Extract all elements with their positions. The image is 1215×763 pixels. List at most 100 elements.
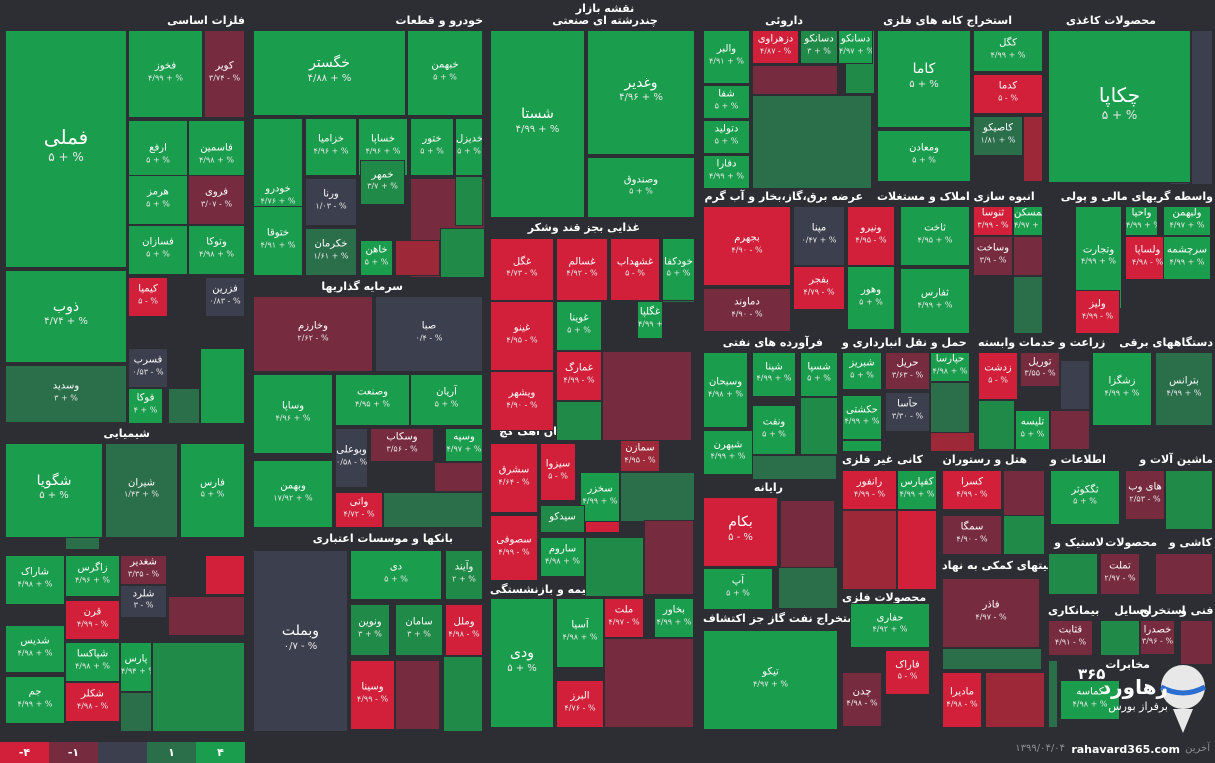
stock-tile[interactable]: وصنعت ۴/۹۵ + % bbox=[335, 374, 410, 426]
stock-tile[interactable]: ورنا ۱/۰۳ - % bbox=[305, 178, 357, 226]
stock-tile[interactable]: خدیزل ۵ + % bbox=[455, 118, 483, 176]
stock-tile[interactable]: خصدرا ۳/۹۶ - % bbox=[1140, 620, 1175, 655]
stock-tile[interactable]: مپنا ۰/۴۷ + % bbox=[793, 206, 845, 266]
stock-tile[interactable]: سمگا ۴/۹۰ - % bbox=[942, 515, 1002, 555]
filler-tile[interactable] bbox=[978, 400, 1015, 450]
stock-tile[interactable]: شلرد ۳ - % bbox=[120, 585, 167, 618]
stock-tile[interactable]: فسازان ۵ + % bbox=[128, 225, 188, 275]
stock-tile[interactable]: ویشهر ۴/۹۰ - % bbox=[490, 371, 554, 431]
stock-tile[interactable]: ختور ۵ + % bbox=[410, 118, 454, 176]
stock-tile[interactable]: وهور ۵ + % bbox=[847, 266, 895, 330]
stock-tile[interactable]: توریل ۳/۵۵ - % bbox=[1020, 352, 1060, 387]
stock-tile[interactable]: شگویا ۵ + % bbox=[5, 443, 103, 538]
filler-tile[interactable] bbox=[120, 692, 152, 732]
stock-tile[interactable]: شستا ۴/۹۹ + % bbox=[490, 30, 585, 218]
filler-tile[interactable] bbox=[1191, 30, 1213, 185]
stock-tile[interactable]: وساخت ۳/۹ - % bbox=[973, 236, 1013, 276]
stock-tile[interactable]: وسینا ۴/۹۹ - % bbox=[350, 660, 395, 730]
stock-tile[interactable]: فخوز ۴/۹۹ + % bbox=[128, 30, 203, 118]
stock-tile[interactable]: شکلر ۴/۹۸ - % bbox=[65, 682, 120, 722]
filler-tile[interactable] bbox=[168, 596, 245, 636]
filler-tile[interactable] bbox=[443, 656, 483, 732]
filler-tile[interactable] bbox=[152, 642, 245, 732]
stock-tile[interactable]: شپاکسا ۴/۹۸ + % bbox=[65, 642, 120, 682]
stock-tile[interactable]: وسدید ۳ + % bbox=[5, 365, 127, 423]
stock-tile[interactable]: وآیند ۲ + % bbox=[445, 550, 483, 600]
stock-tile[interactable]: بترانس ۴/۹۹ + % bbox=[1155, 352, 1213, 426]
stock-tile[interactable]: سصوفی ۴/۹۹ - % bbox=[490, 515, 538, 581]
filler-tile[interactable] bbox=[434, 462, 483, 492]
stock-tile[interactable]: کویر ۳/۷۴ - % bbox=[204, 30, 245, 118]
stock-tile[interactable]: جم ۴/۹۹ + % bbox=[5, 676, 65, 724]
stock-tile[interactable]: شیران ۱/۴۳ + % bbox=[105, 443, 178, 538]
stock-tile[interactable]: شدیس ۴/۹۸ + % bbox=[5, 625, 65, 673]
filler-tile[interactable] bbox=[1048, 660, 1058, 728]
stock-tile[interactable]: صبا ۰/۴ - % bbox=[375, 296, 483, 372]
stock-tile[interactable]: دزهراوی ۴/۸۷ - % bbox=[752, 30, 799, 64]
stock-tile[interactable]: غشهداب ۵ - % bbox=[610, 238, 660, 301]
stock-tile[interactable]: وسپه ۴/۹۷ + % bbox=[445, 428, 483, 462]
filler-tile[interactable] bbox=[604, 638, 694, 728]
stock-tile[interactable]: تملت ۲/۹۷ - % bbox=[1100, 553, 1140, 595]
stock-tile[interactable]: دسانکو ۳ + % bbox=[800, 30, 838, 64]
stock-tile[interactable]: وتوکا ۴/۹۸ + % bbox=[188, 225, 245, 275]
stock-tile[interactable]: حآسا ۳/۳۰ - % bbox=[885, 392, 930, 432]
stock-tile[interactable]: خزامیا ۴/۹۶ + % bbox=[305, 118, 357, 176]
filler-tile[interactable] bbox=[842, 510, 897, 590]
filler-tile[interactable] bbox=[205, 555, 245, 595]
stock-tile[interactable]: فاراک ۵ - % bbox=[885, 650, 930, 695]
stock-tile[interactable]: زاگرس ۴/۹۶ + % bbox=[65, 555, 120, 597]
filler-tile[interactable] bbox=[985, 672, 1045, 728]
stock-tile[interactable]: شسپا ۵ + % bbox=[800, 352, 838, 397]
stock-tile[interactable]: وصندوق ۵ + % bbox=[587, 157, 695, 218]
stock-tile[interactable]: ونوین ۳ + % bbox=[350, 604, 390, 656]
filler-tile[interactable] bbox=[1013, 236, 1043, 276]
filler-tile[interactable] bbox=[585, 537, 644, 597]
stock-tile[interactable]: های وب ۲/۵۳ - % bbox=[1125, 470, 1165, 520]
stock-tile[interactable]: آسیا ۴/۹۸ + % bbox=[556, 598, 604, 668]
stock-tile[interactable]: ثگکوثر ۵ + % bbox=[1050, 470, 1120, 525]
stock-tile[interactable]: غگل ۴/۷۳ - % bbox=[490, 238, 554, 301]
stock-tile[interactable]: ومعادن ۵ + % bbox=[877, 130, 971, 182]
filler-tile[interactable] bbox=[620, 472, 695, 522]
stock-tile[interactable]: غوینا ۵ + % bbox=[556, 301, 602, 351]
stock-tile[interactable]: کدما ۵ - % bbox=[973, 74, 1043, 114]
stock-tile[interactable]: خودکفا ۵ + % bbox=[662, 238, 695, 301]
filler-tile[interactable] bbox=[752, 65, 838, 95]
filler-tile[interactable] bbox=[1060, 360, 1090, 410]
stock-tile[interactable]: واحیا ۴/۹۹ + % bbox=[1125, 206, 1158, 236]
stock-tile[interactable]: شاراک ۴/۹۸ + % bbox=[5, 555, 65, 605]
stock-tile[interactable]: زدشت ۵ - % bbox=[978, 352, 1018, 400]
stock-tile[interactable]: دسانکو ۴/۹۷ + % bbox=[838, 30, 873, 64]
stock-tile[interactable]: هرمز ۵ + % bbox=[128, 175, 188, 225]
stock-tile[interactable]: ثنوسا ۳/۹۹ - % bbox=[973, 206, 1013, 236]
footer-site[interactable]: rahavard365.com bbox=[1071, 743, 1180, 756]
filler-tile[interactable] bbox=[200, 348, 245, 424]
stock-tile[interactable]: ولیز ۴/۹۹ - % bbox=[1075, 290, 1120, 334]
stock-tile[interactable]: ملت ۴/۹۷ - % bbox=[604, 598, 644, 638]
stock-tile[interactable]: تیکو ۴/۹۷ + % bbox=[703, 630, 838, 730]
stock-tile[interactable]: رانفور ۴/۹۹ - % bbox=[842, 470, 897, 510]
stock-tile[interactable]: خگستر ۴/۸۸ + % bbox=[253, 30, 406, 116]
stock-tile[interactable]: والبر ۴/۹۱ + % bbox=[703, 30, 750, 84]
stock-tile[interactable]: کگل ۴/۹۹ + % bbox=[973, 30, 1043, 72]
stock-tile[interactable]: فملی ۵ + % bbox=[5, 30, 127, 268]
stock-tile[interactable]: خاهن ۵ + % bbox=[360, 240, 393, 276]
filler-tile[interactable] bbox=[440, 228, 485, 278]
stock-tile[interactable]: زشگزا ۴/۹۹ + % bbox=[1092, 352, 1152, 426]
filler-tile[interactable] bbox=[383, 492, 483, 528]
stock-tile[interactable]: حکشتی ۴/۹۹ + % bbox=[842, 395, 882, 440]
stock-tile[interactable]: مادیرا ۴/۹۸ - % bbox=[942, 672, 982, 728]
stock-tile[interactable]: شپنا ۴/۹۹ + % bbox=[752, 352, 796, 397]
stock-tile[interactable]: غینو ۴/۹۵ - % bbox=[490, 301, 554, 371]
stock-tile[interactable]: تلیسه ۵ + % bbox=[1015, 410, 1050, 450]
filler-tile[interactable] bbox=[1023, 116, 1043, 182]
stock-tile[interactable]: قثابت ۴/۹۱ - % bbox=[1048, 620, 1093, 656]
filler-tile[interactable] bbox=[1013, 276, 1043, 334]
stock-tile[interactable]: وسبحان ۴/۹۸ + % bbox=[703, 352, 748, 428]
stock-tile[interactable]: آریان ۵ + % bbox=[410, 374, 483, 426]
filler-tile[interactable] bbox=[1155, 553, 1213, 595]
stock-tile[interactable]: دفارا ۴/۹۹ + % bbox=[703, 155, 750, 189]
stock-tile[interactable]: کاصیکو ۱/۸۱ + % bbox=[973, 116, 1023, 156]
